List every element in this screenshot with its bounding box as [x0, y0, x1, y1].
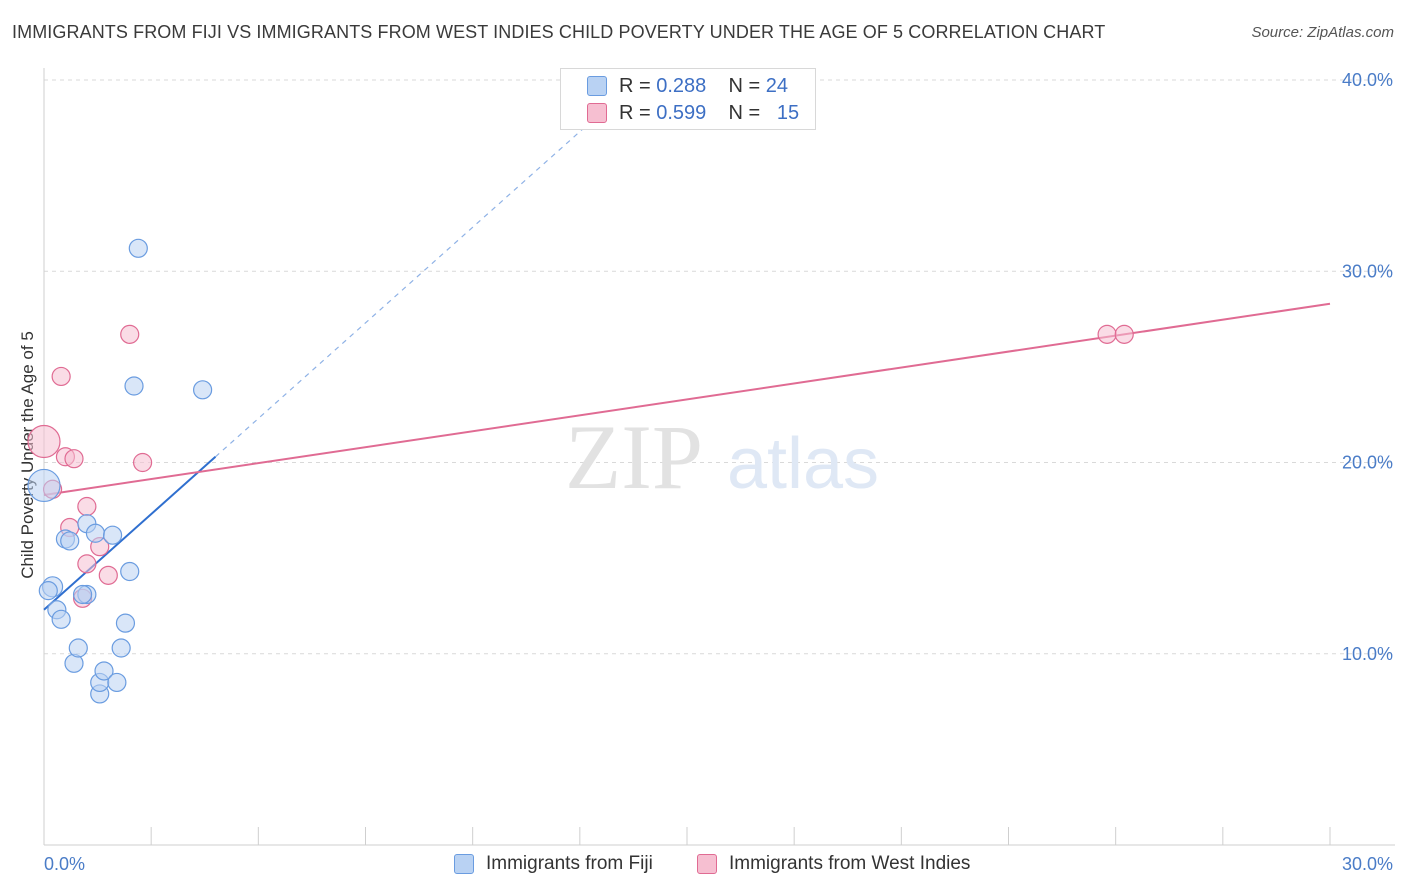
watermark-atlas: atlas	[727, 424, 879, 504]
west-indies-n-value: 15	[776, 101, 800, 124]
watermark: ZIP atlas	[565, 406, 879, 508]
west-indies-point	[64, 449, 84, 469]
west-indies-r-value: 0.599	[656, 101, 707, 124]
fiji-r-label: R =	[619, 74, 657, 97]
data-points	[27, 238, 1134, 704]
west-indies-point	[1097, 324, 1117, 344]
west-indies-r-label: R =	[619, 101, 657, 124]
fiji-point	[51, 609, 71, 629]
fiji-trend-line	[43, 456, 217, 611]
fiji-legend-swatch	[454, 854, 474, 874]
x-tick-label: 30.0%	[1342, 854, 1393, 874]
watermark-zip: ZIP	[565, 406, 703, 508]
fiji-point	[94, 661, 114, 681]
fiji-point	[68, 638, 88, 658]
west-indies-point	[120, 324, 140, 344]
fiji-point	[111, 638, 131, 658]
legend-row-west-indies: R = 0.599 N = 15	[587, 100, 799, 126]
west-indies-point	[51, 366, 71, 387]
fiji-point	[85, 523, 106, 543]
fiji-point	[193, 380, 213, 400]
west-indies-point	[1114, 324, 1134, 344]
legend-row-fiji: R = 0.288 N = 24	[587, 73, 788, 99]
fiji-point	[115, 613, 136, 633]
y-tick-label: 30.0%	[1342, 261, 1393, 281]
fiji-point	[107, 672, 127, 693]
fiji-point	[38, 581, 58, 601]
fiji-n-label: N =	[728, 74, 766, 97]
source-credit: Source: ZipAtlas.com	[1251, 24, 1394, 41]
west-indies-point	[77, 496, 97, 517]
west-indies-point	[98, 565, 118, 585]
west-indies-legend-label: Immigrants from West Indies	[729, 853, 971, 874]
fiji-point	[72, 584, 93, 605]
legend-item-west-indies[interactable]: Immigrants from West Indies	[697, 851, 970, 877]
fiji-trend-extension	[215, 73, 645, 458]
axes	[43, 68, 1395, 846]
fiji-legend-label: Immigrants from Fiji	[486, 853, 653, 874]
west-indies-swatch	[587, 103, 607, 123]
west-indies-point	[27, 424, 61, 459]
trend-lines	[43, 73, 1331, 611]
west-indies-point	[77, 554, 97, 574]
fiji-r-value: 0.288	[656, 74, 707, 97]
gridlines	[44, 79, 1395, 655]
stats-legend: R = 0.288 N = 24 R = 0.599 N = 15	[560, 68, 816, 130]
fiji-n-value: 24	[765, 74, 789, 97]
west-indies-legend-swatch	[697, 854, 717, 874]
fiji-point	[128, 238, 148, 258]
west-indies-point	[132, 452, 153, 473]
y-tick-label: 20.0%	[1342, 453, 1393, 473]
fiji-point	[102, 525, 123, 545]
west-indies-n-label: N =	[728, 101, 766, 124]
tick-labels: 10.0% 20.0% 30.0% 40.0% 0.0% 30.0%	[44, 70, 1393, 874]
x-tick-label: 0.0%	[44, 854, 85, 874]
fiji-point	[124, 376, 144, 396]
fiji-point	[120, 561, 140, 582]
chart-title: IMMIGRANTS FROM FIJI VS IMMIGRANTS FROM …	[12, 22, 1106, 42]
fiji-swatch	[587, 76, 607, 96]
fiji-point	[60, 531, 80, 551]
fiji-point	[27, 468, 61, 503]
y-tick-label: 10.0%	[1342, 644, 1393, 664]
legend-item-fiji[interactable]: Immigrants from Fiji	[454, 851, 653, 877]
y-tick-label: 40.0%	[1342, 70, 1393, 90]
